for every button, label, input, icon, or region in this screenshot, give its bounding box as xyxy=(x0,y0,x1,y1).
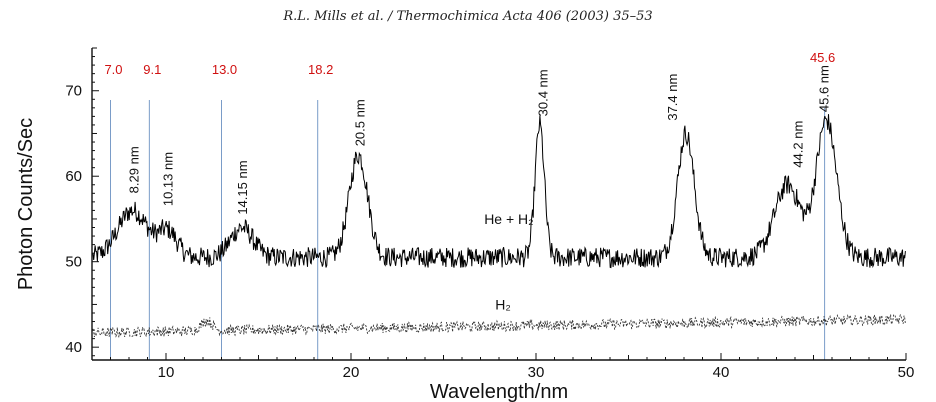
peak-labels: 8.29 nm 10.13 nm 14.15 nm 20.5 nm 30.4 nm 37.… xyxy=(126,65,831,215)
x-tick-label: 50 xyxy=(898,364,915,381)
y-tick-label: 70 xyxy=(65,83,82,100)
peak-label: 20.5 nm xyxy=(352,99,367,146)
peak-label: 30.4 nm xyxy=(535,69,550,116)
peak-label: 45.6 nm xyxy=(817,65,832,112)
series-label: H₂ xyxy=(495,297,511,313)
y-tick-label: 60 xyxy=(65,168,82,185)
x-tick-label: 10 xyxy=(158,364,175,381)
reference-label: 13.0 xyxy=(212,62,237,77)
peak-label: 10.13 nm xyxy=(160,152,175,206)
peak-label: 14.15 nm xyxy=(235,160,250,214)
x-tick-label: 40 xyxy=(713,364,730,381)
series-labels: He + H₂ H₂ xyxy=(484,211,533,312)
reference-label: 45.6 xyxy=(810,50,835,65)
x-axis-label: Wavelength/nm xyxy=(430,381,568,402)
citation-header: R.L. Mills et al. / Thermochimica Acta 4… xyxy=(282,9,652,24)
x-tick-label: 30 xyxy=(528,364,545,381)
peak-label: 37.4 nm xyxy=(665,74,680,121)
y-ticks: 40 50 60 70 xyxy=(65,47,99,357)
reference-label: 9.1 xyxy=(143,62,161,77)
reference-label: 18.2 xyxy=(308,62,333,77)
reference-lines: 7.0 9.1 13.0 18.2 45.6 xyxy=(104,50,835,360)
y-tick-label: 40 xyxy=(65,339,82,356)
series-line xyxy=(92,114,906,269)
peak-label: 8.29 nm xyxy=(126,146,141,193)
y-axis-label: Photon Counts/Sec xyxy=(15,118,37,290)
y-tick-label: 50 xyxy=(65,254,82,271)
reference-label: 7.0 xyxy=(104,62,122,77)
x-ticks: 10 20 30 40 50 xyxy=(91,353,915,381)
series-label: He + H₂ xyxy=(484,211,533,227)
x-tick-label: 20 xyxy=(343,364,360,381)
peak-label: 44.2 nm xyxy=(791,121,806,168)
series-line xyxy=(92,313,906,338)
series-layer xyxy=(92,114,906,338)
